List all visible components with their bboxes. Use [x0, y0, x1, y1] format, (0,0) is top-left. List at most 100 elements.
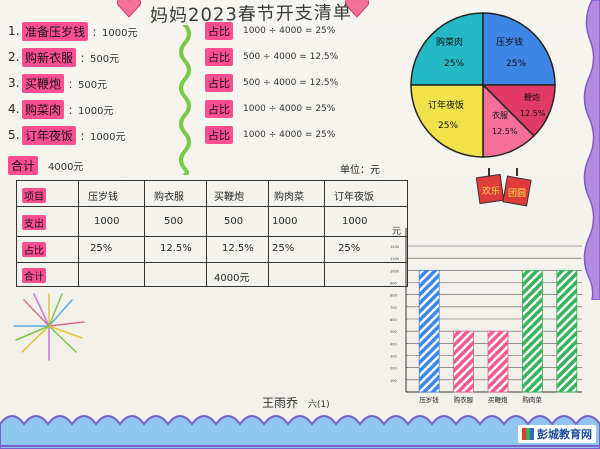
table-cell: 1000 — [342, 216, 368, 227]
list-item: 2. 购新衣服 ：500元 — [8, 44, 183, 70]
ratio-label: 占比 — [205, 126, 233, 144]
item-amount: ：500元 — [68, 79, 108, 91]
bar-chart: 元 100 200 300 400 500 600 700 800 900 1000 1100 120… — [390, 227, 582, 404]
table-cell: 1000 — [94, 216, 120, 227]
x-tick-label: 压岁钱 — [419, 395, 439, 404]
bar — [453, 330, 474, 393]
ratio-label: 占比 — [205, 74, 233, 92]
pie-slice — [410, 12, 484, 86]
signature: 王雨乔 六(1) — [262, 394, 330, 411]
pie-label: 衣服 — [492, 110, 508, 120]
firework-icon — [13, 293, 85, 361]
item-amount: ：1000元 — [92, 27, 138, 39]
item-label: 订年夜饭 — [22, 125, 77, 145]
list-item: 1. 准备压岁钱 ：1000元 — [8, 18, 183, 44]
wavy-divider — [179, 25, 191, 175]
pie-slice — [410, 84, 484, 158]
list-item: 3. 买鞭炮 ：500元 — [8, 70, 183, 96]
item-amount: ：1000元 — [68, 105, 114, 117]
pie-label: 购菜肉 — [436, 36, 463, 48]
item-number: 5. — [8, 128, 20, 142]
x-tick-label: 购衣服 — [454, 395, 474, 404]
table-row-label: 合计 — [22, 268, 46, 283]
logo-icon — [522, 428, 534, 440]
bar — [487, 330, 509, 393]
table-row-label: 支出 — [22, 215, 46, 230]
pie-slice — [482, 12, 556, 86]
table-header: 买鞭炮 — [214, 192, 244, 203]
ratio-item: 占比 500 ÷ 4000 = 12.5% — [205, 44, 395, 70]
item-label: 买鞭炮 — [22, 73, 65, 93]
ratio-item: 占比 1000 ÷ 4000 = 25% — [205, 96, 395, 122]
y-tick-label: 600 — [390, 318, 397, 322]
table-header: 购肉菜 — [274, 192, 304, 203]
ratio-item: 占比 500 ÷ 4000 = 12.5% — [205, 70, 395, 96]
y-axis-label: 元 — [392, 227, 401, 237]
item-number: 3. — [8, 76, 20, 90]
ratio-item: 占比 1000 ÷ 4000 = 25% — [205, 122, 395, 148]
table-cell: 25% — [272, 243, 295, 254]
scalloped-border — [0, 415, 600, 449]
item-label: 购菜肉 — [22, 99, 65, 119]
y-tick-label: 900 — [390, 282, 397, 286]
side-border — [583, 0, 600, 300]
bar — [418, 269, 440, 393]
data-table: 项目 压岁钱 购衣服 买鞭炮 购肉菜 订年夜饭 支出 1000 500 500 … — [16, 180, 409, 288]
y-tick-label: 1000 — [390, 269, 399, 273]
pie-pct: 12.5% — [520, 109, 546, 118]
ratio-formula: 500 ÷ 4000 = 12.5% — [243, 78, 339, 88]
item-number: 4. — [8, 102, 20, 116]
item-number: 2. — [8, 50, 20, 64]
table-unit: 单位：元 — [340, 165, 380, 176]
table-header: 购衣服 — [154, 192, 184, 203]
signature-class: 六(1) — [307, 400, 330, 410]
ratio-label: 占比 — [205, 22, 233, 40]
logo-text: 彭城教育网 — [537, 428, 592, 441]
ratio-item: 占比 1000 ÷ 4000 = 25% — [205, 18, 395, 44]
pie-chart: 购菜肉 25% 压岁钱 25% 鞭炮 12.5% 衣服 12.5% 订年夜饭 2… — [410, 12, 556, 158]
pie-pct: 12.5% — [492, 127, 518, 136]
pie-pct: 25% — [438, 121, 458, 131]
total-label: 合计 — [8, 155, 39, 175]
table-cell: 1000 — [272, 216, 298, 227]
item-amount: ：1000元 — [80, 131, 126, 143]
table-cell: 12.5% — [160, 243, 192, 254]
pie-label: 鞭炮 — [524, 92, 540, 102]
table-cell: 500 — [164, 216, 184, 227]
pie-label: 压岁钱 — [496, 36, 523, 48]
ratio-label: 占比 — [205, 100, 233, 118]
y-tick-label: 500 — [390, 330, 397, 334]
site-logo: 彭城教育网 — [518, 425, 596, 443]
stamp-text: 团圆 — [508, 188, 526, 199]
festive-stamp: 欢乐 团圆 — [476, 168, 532, 207]
heart-icon — [344, 0, 370, 18]
item-number: 1. — [8, 24, 20, 38]
table-header: 压岁钱 — [88, 192, 118, 203]
table-header: 订年夜饭 — [334, 192, 374, 203]
table-cell: 25% — [90, 243, 113, 254]
y-tick-label: 100 — [390, 379, 397, 383]
heart-icon — [116, 0, 142, 18]
ratio-label: 占比 — [205, 48, 233, 66]
y-tick-label: 200 — [390, 367, 397, 371]
ratio-formula: 1000 ÷ 4000 = 25% — [243, 26, 336, 36]
x-tick-label: 购肉菜 — [522, 395, 542, 404]
ratio-list: 占比 1000 ÷ 4000 = 25% 占比 500 ÷ 4000 = 12.… — [205, 18, 395, 148]
list-item: 4. 购菜肉 ：1000元 — [8, 96, 183, 122]
signature-name: 王雨乔 — [262, 396, 299, 410]
item-label: 购新衣服 — [22, 47, 77, 67]
ratio-formula: 1000 ÷ 4000 = 25% — [243, 130, 336, 140]
table-cell: 500 — [224, 216, 244, 227]
x-tick-label: 买鞭炮 — [488, 395, 508, 404]
y-tick-label: 1200 — [390, 245, 399, 249]
bar — [521, 269, 543, 393]
list-item: 5. 订年夜饭 ：1000元 — [8, 122, 183, 148]
y-tick-label: 300 — [390, 355, 397, 359]
item-amount: ：500元 — [80, 53, 120, 65]
pie-pct: 25% — [444, 59, 464, 69]
total-row: 合计 4000元 — [8, 152, 183, 178]
table-cell: 12.5% — [222, 243, 254, 254]
y-tick-label: 1100 — [390, 257, 399, 261]
table-header: 项目 — [22, 188, 46, 203]
pie-label: 订年夜饭 — [428, 99, 464, 111]
